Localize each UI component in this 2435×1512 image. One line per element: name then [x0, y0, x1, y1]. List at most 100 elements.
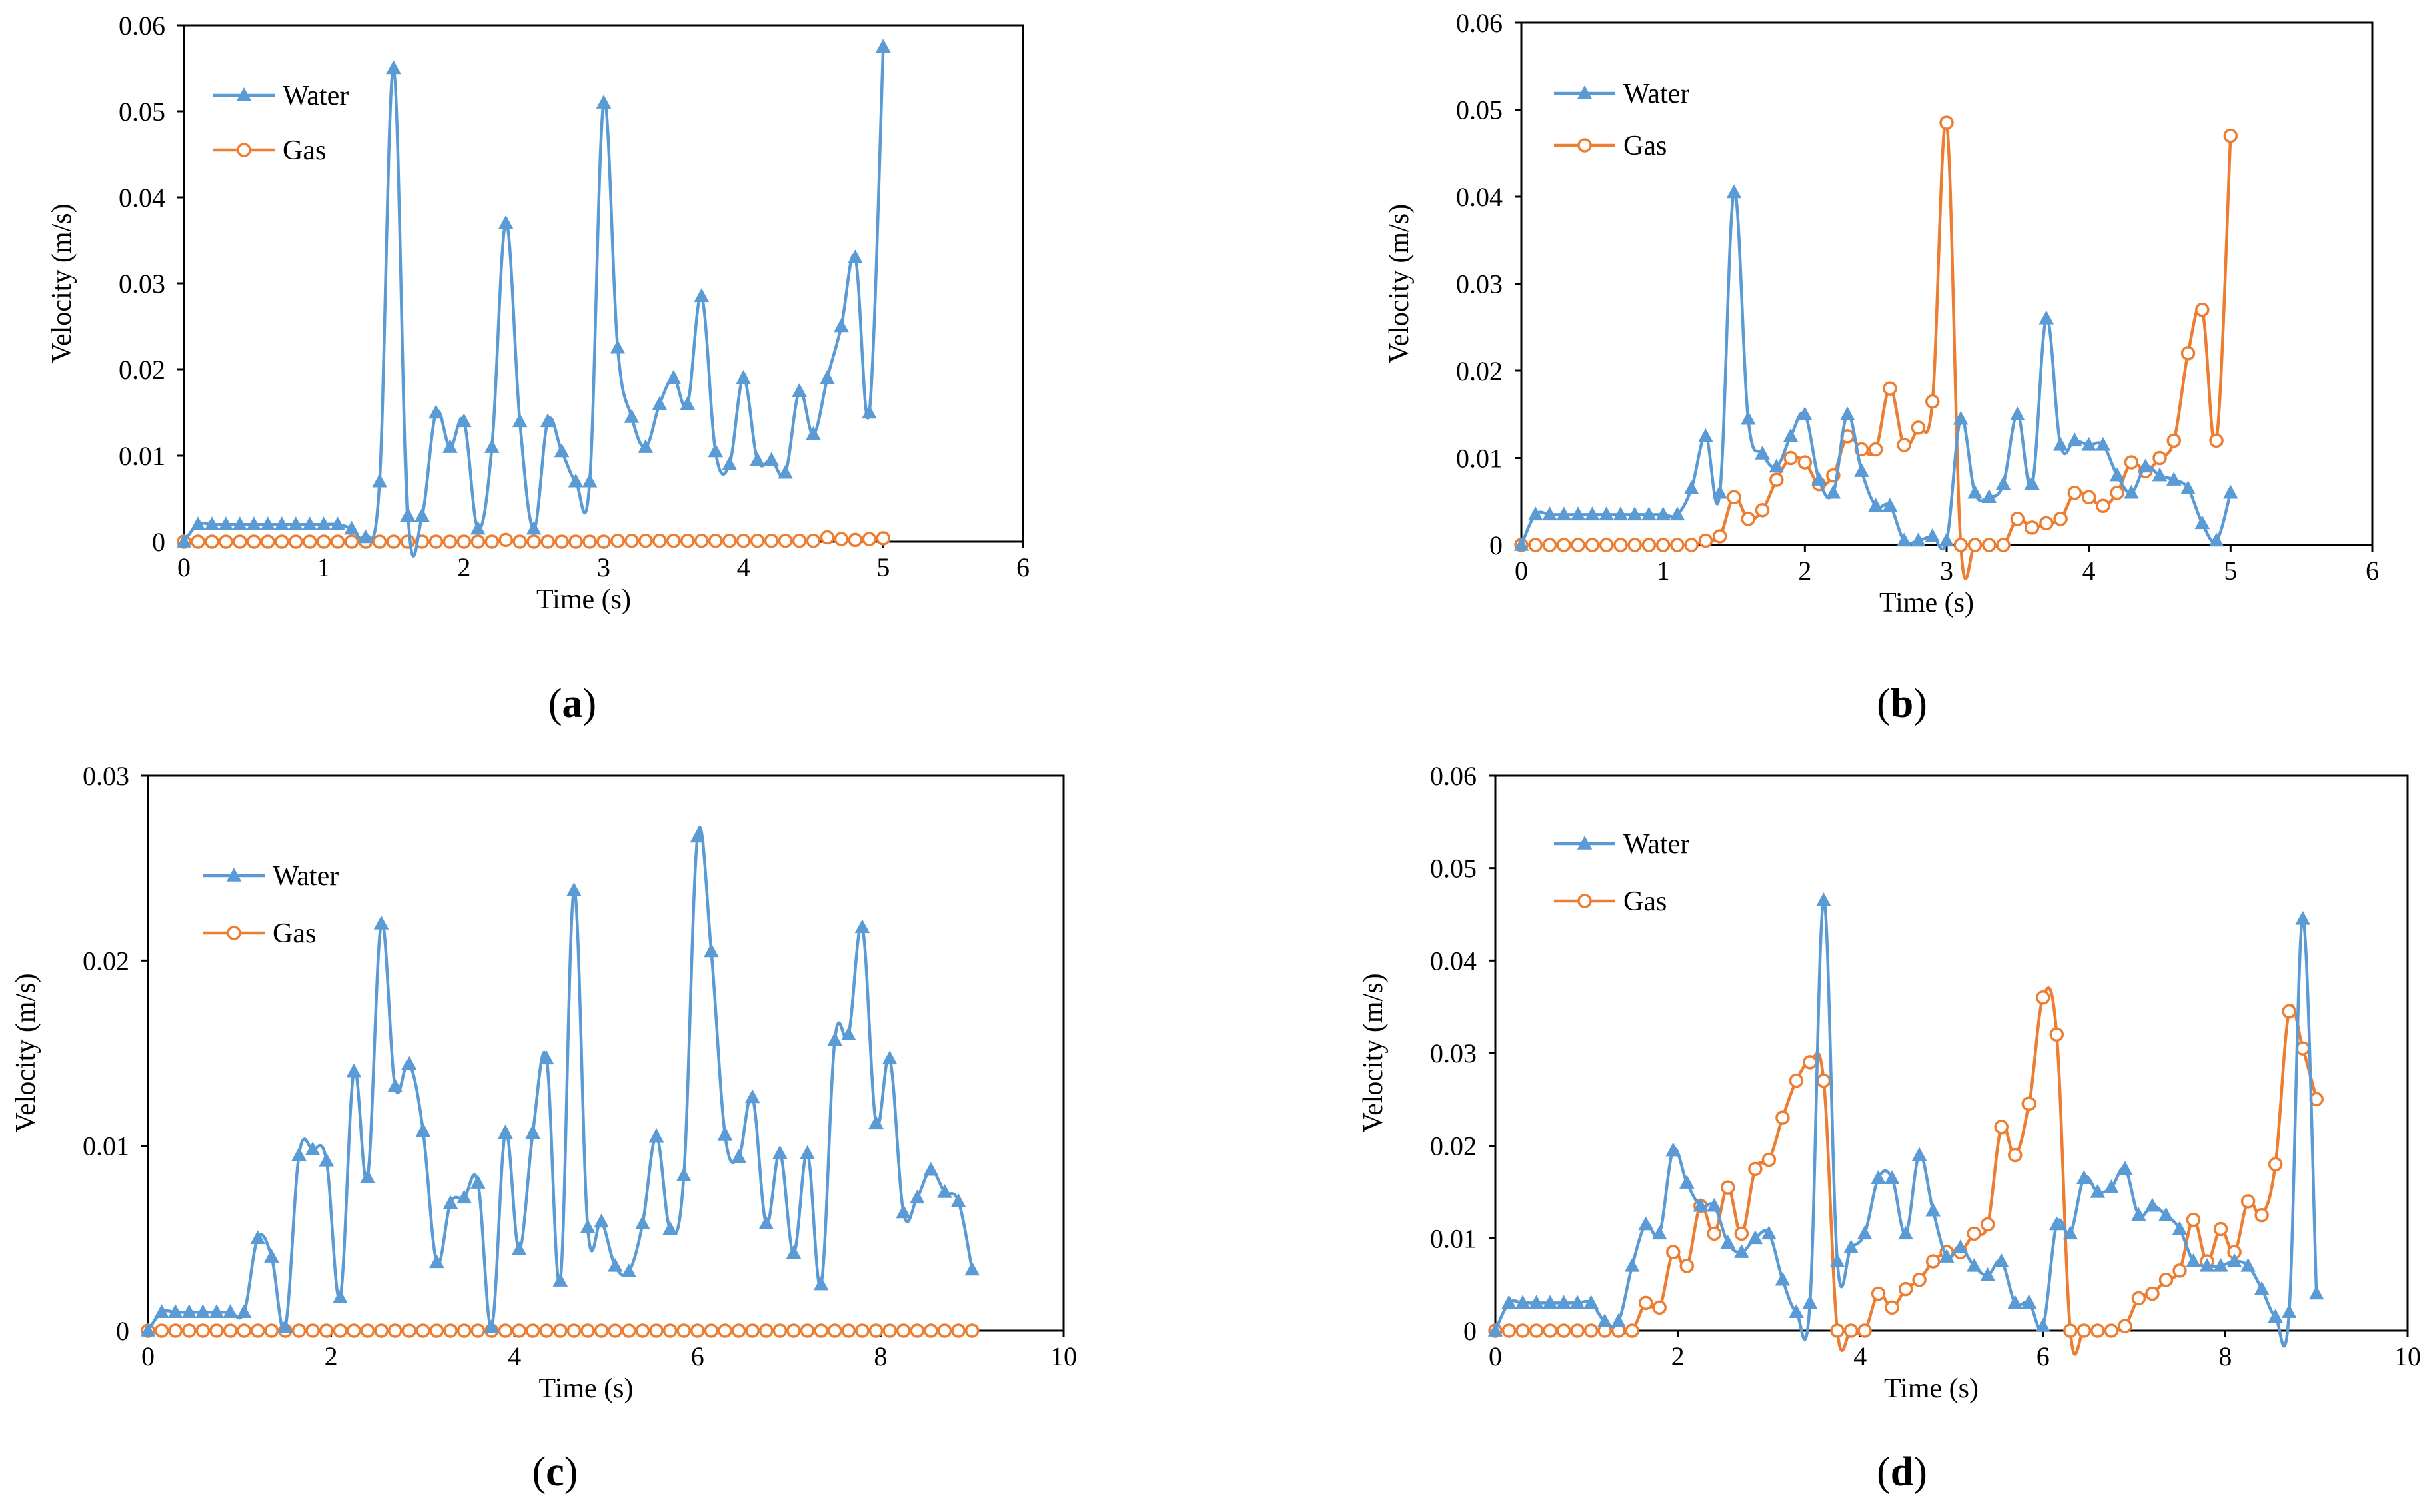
gas-data-point [400, 534, 416, 549]
water-data-point [1669, 506, 1685, 521]
water-data-point [834, 318, 849, 333]
series-line-gas [1495, 986, 2318, 1356]
x-tick-label: 4 [737, 552, 750, 582]
panel-label-b: (b) [1877, 681, 1927, 726]
x-axis-title: Time (s) [536, 584, 631, 615]
gas-data-point [778, 533, 793, 548]
water-data-point [1720, 1235, 1736, 1249]
water-data-point [813, 1276, 829, 1291]
water-data-point [937, 1183, 952, 1198]
gas-data-point [1925, 1254, 1941, 1269]
gas-data-point [1830, 1323, 1845, 1338]
water-data-point [1797, 406, 1813, 420]
water-data-point [400, 508, 416, 522]
water-data-point [2152, 467, 2168, 482]
water-data-point [704, 943, 719, 958]
water-data-point [566, 882, 582, 896]
water-data-point [1655, 506, 1671, 521]
water-data-point [2067, 432, 2082, 447]
legend-label: Water [1623, 79, 1689, 109]
gas-data-point [401, 1323, 417, 1338]
gas-data-point [876, 531, 891, 546]
gas-data-point [344, 534, 359, 549]
gas-data-point [2158, 1272, 2174, 1287]
gas-data-point [2282, 1004, 2296, 1019]
gas-data-point [2124, 455, 2139, 470]
water-data-point [1839, 406, 1855, 420]
y-tick-label: 0.01 [1456, 444, 1503, 474]
gas-data-point [848, 532, 863, 548]
x-tick-label: 0 [177, 552, 191, 582]
water-data-point [1966, 1257, 1982, 1272]
water-data-point [1829, 1253, 1845, 1267]
legend-marker [1577, 85, 1593, 99]
gas-data-point [1599, 538, 1614, 552]
legend-label: Gas [1623, 886, 1667, 917]
legend-label: Water [273, 861, 339, 892]
y-tick-label: 0.02 [1456, 356, 1503, 386]
water-data-point [638, 439, 654, 453]
gas-data-point [1748, 1161, 1763, 1177]
y-tick-label: 0.01 [83, 1131, 129, 1161]
y-axis-title: Velocity (m/s) [1384, 204, 1415, 363]
water-data-point [1641, 506, 1657, 521]
gas-data-point [937, 1323, 952, 1338]
x-tick-label: 8 [2218, 1341, 2232, 1371]
y-tick-label: 0.06 [1430, 761, 1477, 791]
legend-marker [1577, 835, 1593, 850]
x-tick-label: 6 [2036, 1341, 2050, 1371]
water-data-point [2052, 436, 2068, 451]
water-data-point [1925, 528, 1941, 542]
water-data-point [2199, 1257, 2215, 1272]
gas-data-point [786, 1323, 801, 1338]
gas-data-point [2104, 1323, 2119, 1338]
gas-data-point [596, 534, 611, 549]
water-data-point [910, 1189, 925, 1204]
water-data-point [1556, 506, 1572, 521]
gas-data-point [1939, 115, 1954, 130]
water-data-point [2024, 476, 2040, 490]
gas-data-point [428, 534, 444, 549]
gas-data-point [553, 1323, 568, 1338]
legend-entry-water: Water [1554, 829, 1689, 860]
x-tick-label: 6 [691, 1341, 704, 1371]
water-data-point [1898, 1225, 1913, 1240]
water-data-point [676, 1167, 692, 1181]
gas-data-point [264, 1323, 279, 1338]
gas-data-point [1542, 538, 1557, 552]
gas-data-point [316, 534, 331, 549]
y-axis-title: Velocity (m/s) [47, 203, 77, 363]
gas-data-point [680, 533, 695, 548]
y-tick-label: 0 [152, 527, 165, 557]
x-tick-label: 2 [325, 1341, 338, 1371]
legend-entry-gas: Gas [1554, 131, 1667, 161]
gas-data-point [764, 533, 779, 548]
water-data-point [750, 452, 765, 466]
water-data-point [1953, 410, 1969, 425]
gas-data-point [2213, 1221, 2228, 1237]
x-tick-label: 2 [1671, 1341, 1685, 1371]
gas-data-point [1897, 438, 1911, 452]
water-data-point [2268, 1309, 2283, 1323]
gas-data-point [456, 534, 472, 549]
water-data-point [1980, 1267, 1996, 1281]
gas-data-point [288, 534, 303, 549]
gas-data-point [251, 1323, 265, 1338]
water-data-point [1599, 506, 1614, 521]
series-water [1487, 892, 2324, 1348]
gas-data-point [347, 1323, 361, 1338]
water-data-point [2035, 1318, 2051, 1332]
water-data-point [744, 1089, 760, 1104]
legend-marker [237, 143, 251, 157]
y-tick-label: 0.06 [119, 11, 165, 41]
water-data-point [1542, 506, 1557, 521]
water-data-point [2144, 1197, 2160, 1212]
legend-entry-water: Water [213, 81, 349, 111]
gas-data-point [1721, 1180, 1735, 1195]
gas-data-point [512, 1323, 526, 1338]
legend-entry-gas: Gas [1554, 886, 1667, 917]
water-data-point [1556, 1295, 1571, 1309]
gas-data-point [1871, 1286, 1886, 1301]
water-data-point [346, 1063, 362, 1078]
gas-data-point [580, 1323, 595, 1338]
